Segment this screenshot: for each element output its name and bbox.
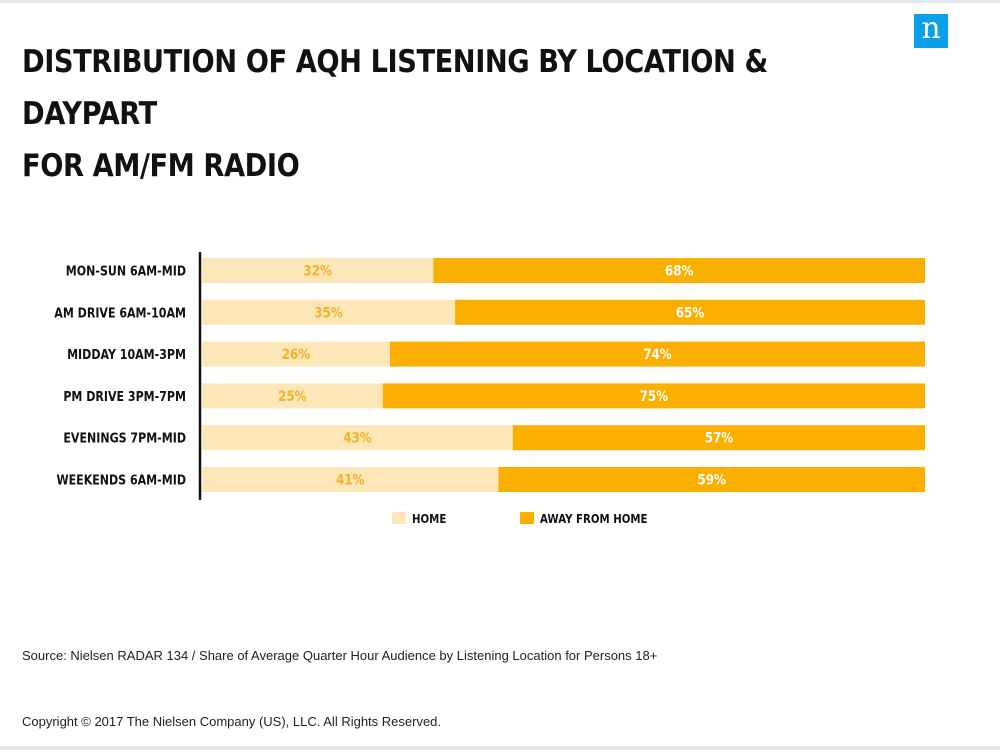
data-label: 68% — [665, 264, 693, 280]
data-label: 75% — [640, 389, 668, 405]
data-label: 43% — [343, 431, 371, 447]
category-label: EVENINGS 7PM-MID — [63, 431, 186, 446]
chart-title-line-2: FOR AM/FM RADIO — [22, 148, 300, 184]
data-label: 65% — [676, 305, 704, 321]
data-label: 59% — [697, 473, 725, 489]
bar-segment-away — [512, 425, 925, 451]
data-label: 57% — [705, 431, 733, 447]
top-divider — [0, 0, 1000, 3]
bar-segment-away — [389, 341, 926, 367]
bar-segment-home — [202, 425, 513, 451]
data-label: 26% — [282, 347, 310, 363]
category-label: AM DRIVE 6AM-10AM — [54, 305, 186, 320]
bar-segment-away — [498, 467, 925, 492]
legend-swatch — [392, 512, 406, 524]
bar-segment-away — [433, 258, 925, 283]
data-label: 32% — [303, 264, 331, 280]
bar-segment-home — [202, 341, 390, 367]
logo-letter: n — [921, 11, 941, 46]
chart-title-line-1: DISTRIBUTION OF AQH LISTENING BY LOCATIO… — [22, 44, 768, 132]
chart-title: DISTRIBUTION OF AQH LISTENING BY LOCATIO… — [22, 36, 779, 192]
data-label: 25% — [278, 389, 306, 405]
bar-segment-home — [202, 467, 499, 492]
bar-segment-home — [202, 383, 383, 409]
legend-label: HOME — [412, 512, 446, 526]
source-note: Source: Nielsen RADAR 134 / Share of Ave… — [22, 648, 658, 663]
legend-label: AWAY FROM HOME — [540, 512, 648, 526]
data-label: 35% — [314, 305, 342, 321]
stacked-bar-chart: MON-SUN 6AM-MID 32% 68% AM DRIVE 6AM-10AM 35… — [54, 252, 926, 526]
category-label: WEEKENDS 6AM-MID — [56, 473, 186, 488]
copyright-note: Copyright © 2017 The Nielsen Company (US… — [22, 714, 442, 729]
nielsen-logo: n — [914, 14, 948, 48]
category-label: MON-SUN 6AM-MID — [66, 264, 186, 279]
data-label: 41% — [336, 473, 364, 489]
category-label: PM DRIVE 3PM-7PM — [63, 389, 186, 404]
bar-segment-home — [202, 258, 434, 283]
bar-segment-away — [382, 383, 925, 409]
bar-segment-home — [202, 299, 456, 325]
bar-segment-away — [455, 299, 925, 325]
data-label: 74% — [643, 347, 671, 363]
legend-swatch — [520, 512, 534, 524]
bottom-divider — [0, 746, 1000, 750]
category-label: MIDDAY 10AM-3PM — [67, 347, 186, 362]
